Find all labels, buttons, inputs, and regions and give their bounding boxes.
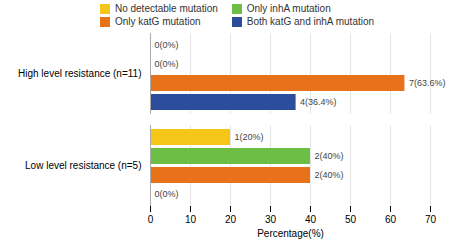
svg-text:20: 20	[225, 214, 237, 225]
html-text:Only inhA mutation: Only inhA mutation	[246, 3, 331, 14]
svg-text:0(0%): 0(0%)	[155, 189, 179, 199]
html-text:Only katG mutation: Only katG mutation	[114, 16, 201, 27]
html-text:No detectable mutation: No detectable mutation	[114, 3, 218, 14]
svg-text:4(36.4%): 4(36.4%)	[300, 97, 337, 107]
svg-text:10: 10	[185, 214, 197, 225]
svg-text:50: 50	[345, 214, 357, 225]
svg-text:0: 0	[148, 214, 154, 225]
svg-text:60: 60	[385, 214, 397, 225]
svg-text:40: 40	[305, 214, 317, 225]
html-text:Both katG and inhA mutation: Both katG and inhA mutation	[246, 16, 375, 27]
svg-text:High level resistance (n=11): High level resistance (n=11)	[18, 68, 142, 79]
svg-text:Low level resistance (n=5): Low level resistance (n=5)	[25, 160, 141, 171]
svg-text:0(0%): 0(0%)	[155, 40, 179, 50]
svg-text:70: 70	[425, 214, 437, 225]
svg-text:7(63.6%): 7(63.6%)	[409, 78, 446, 88]
svg-text:2(40%): 2(40%)	[315, 151, 344, 161]
svg-text:30: 30	[265, 214, 277, 225]
svg-text:Percentage(%): Percentage(%)	[257, 228, 324, 239]
svg-text:1(20%): 1(20%)	[235, 132, 264, 142]
svg-text:0(0%): 0(0%)	[155, 59, 179, 69]
svg-text:2(40%): 2(40%)	[315, 170, 344, 180]
